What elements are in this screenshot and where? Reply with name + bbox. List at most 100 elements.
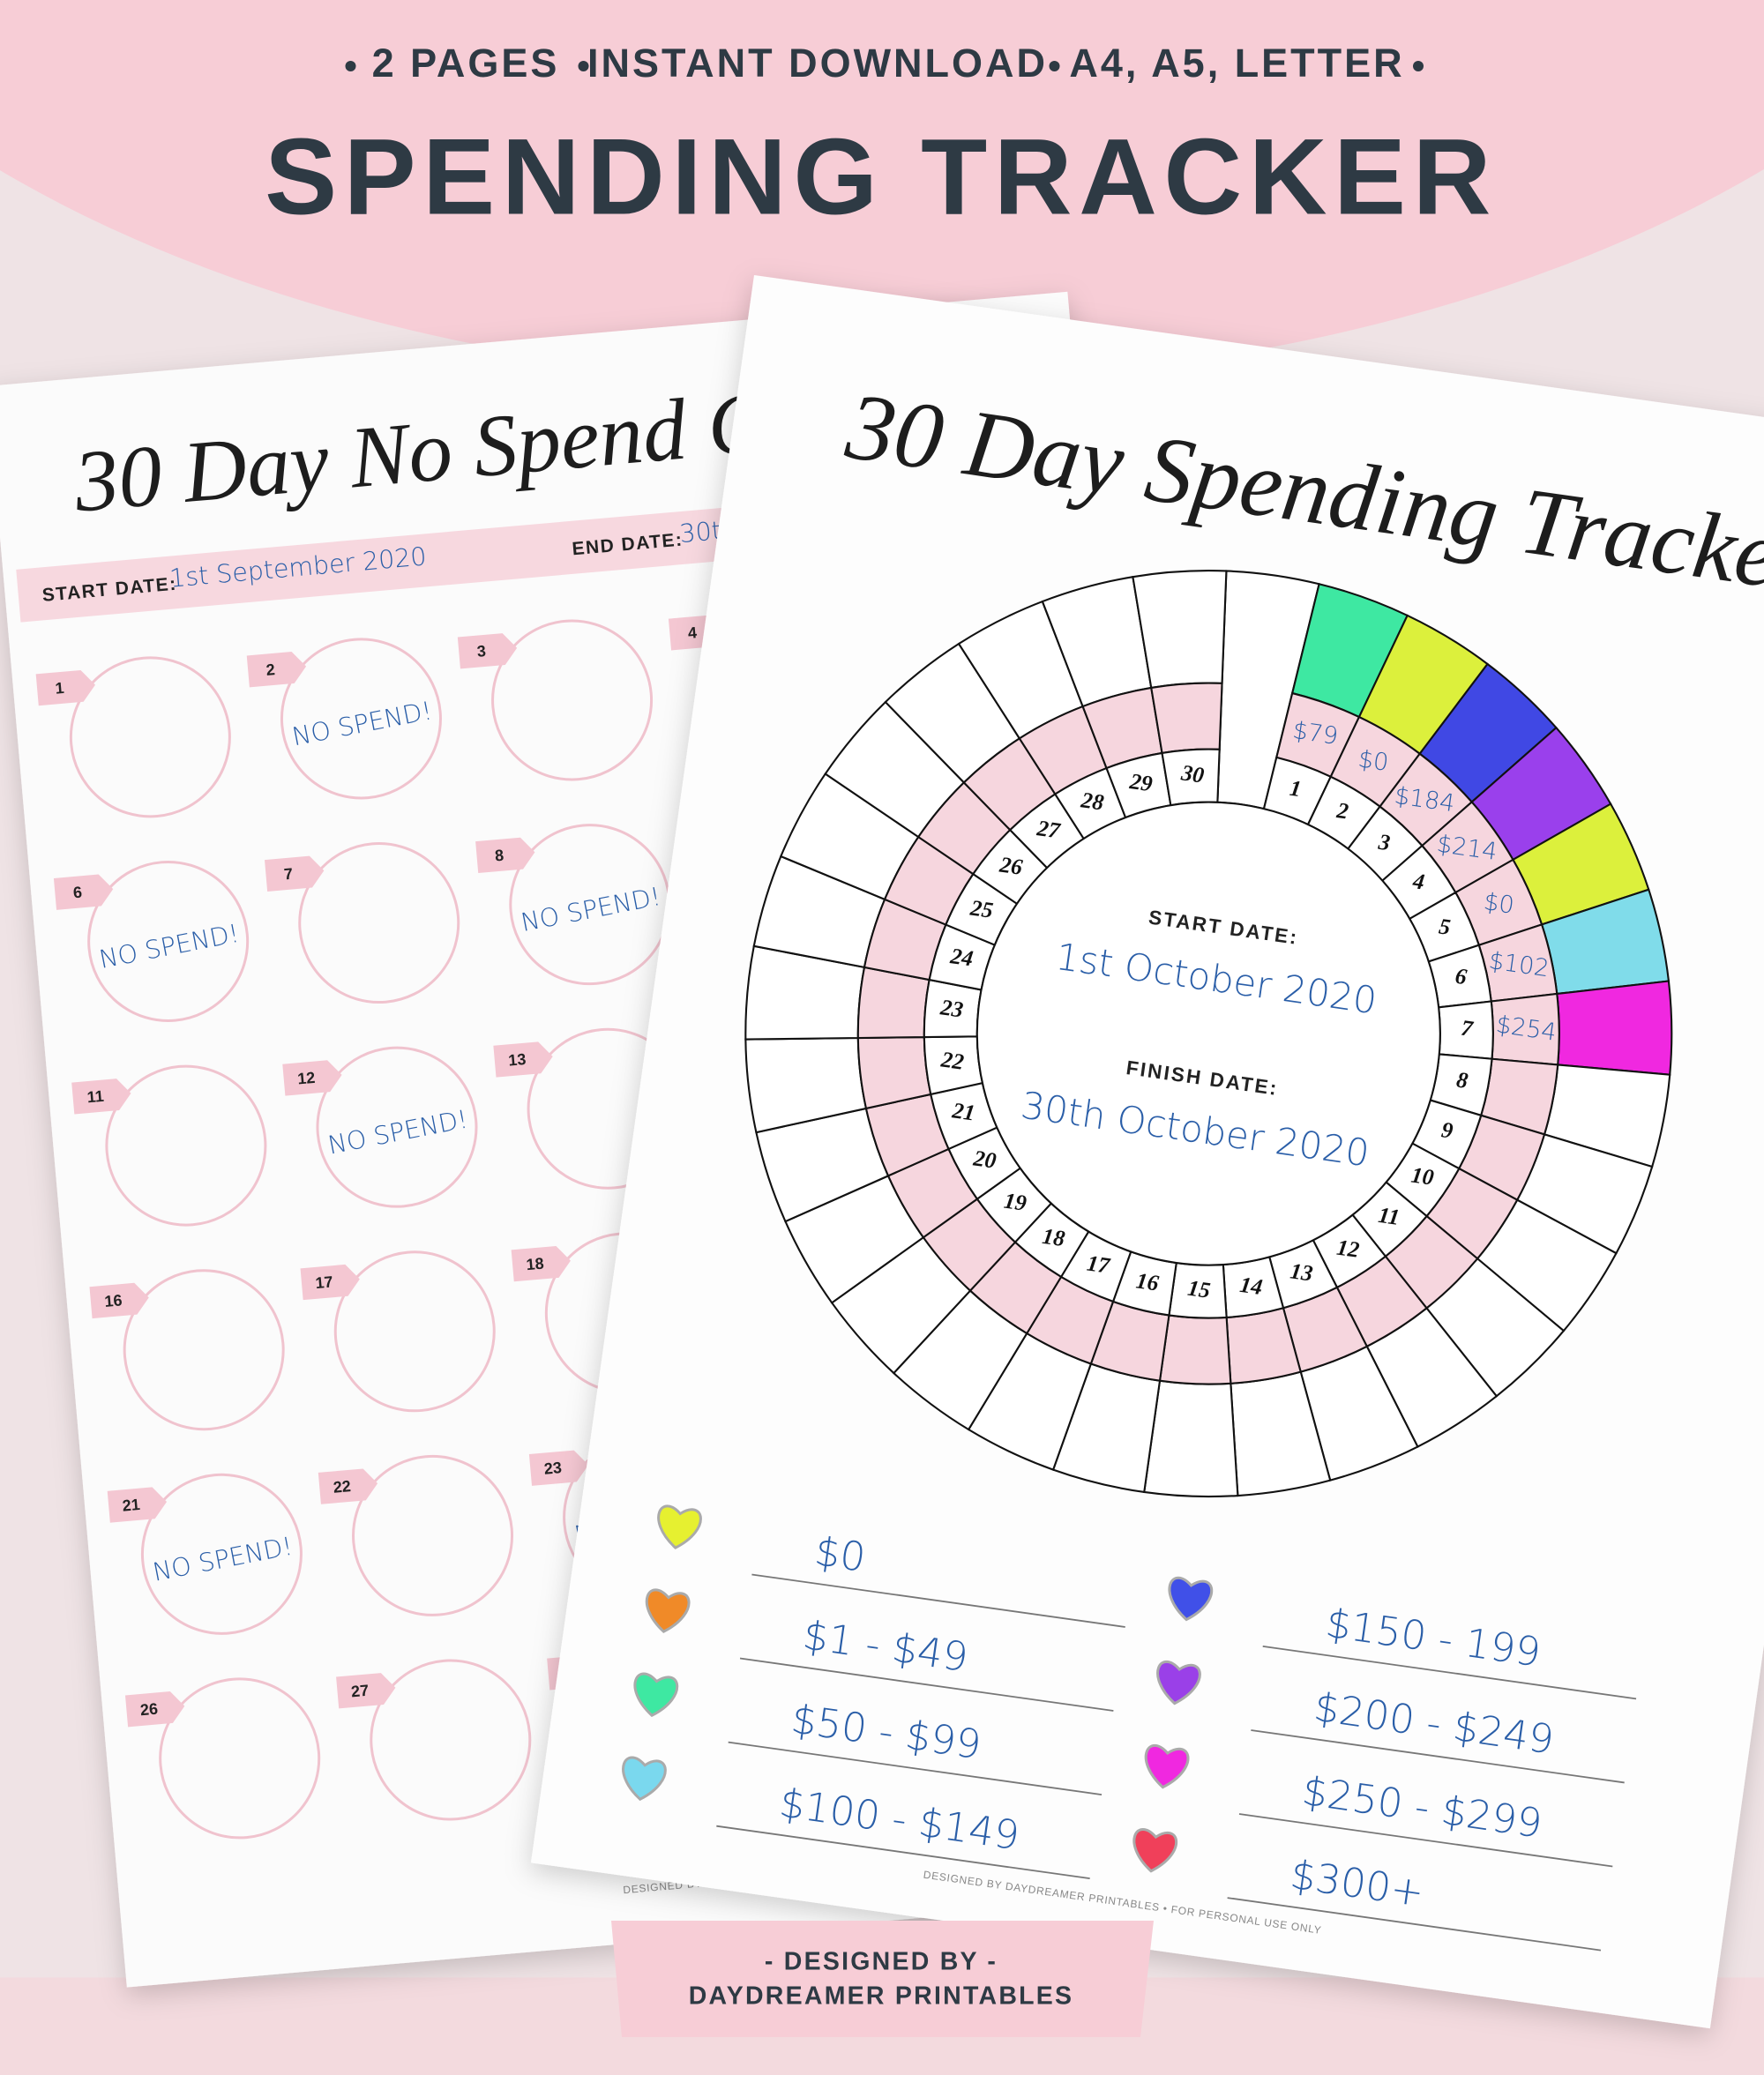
legend-line (728, 1741, 1102, 1795)
day-flag (246, 652, 307, 688)
day-number: 23 (543, 1459, 563, 1478)
day-circle (333, 1250, 496, 1413)
day-number: 5 (1438, 914, 1453, 941)
day-circle (316, 1046, 478, 1208)
legend-heart (645, 1588, 691, 1633)
day-number: 3 (1376, 829, 1392, 856)
day-number: 21 (122, 1496, 141, 1515)
day-number: 25 (968, 894, 996, 922)
day-flag (457, 633, 518, 669)
day-number: 18 (526, 1255, 545, 1274)
day-number: 16 (1134, 1267, 1161, 1295)
main-title: SPENDING TRACKER (265, 116, 1498, 237)
day-number: 9 (1440, 1116, 1455, 1144)
day-circle (280, 638, 442, 800)
day-number: 17 (1085, 1250, 1112, 1279)
badge-line2: DAYDREAMER PRINTABLES (689, 1982, 1074, 2011)
day-number: 29 (1127, 768, 1155, 796)
bullet (1049, 60, 1060, 71)
day-amount: $79 (1291, 717, 1340, 750)
day-number: 28 (1079, 787, 1106, 815)
day-number: 12 (296, 1069, 316, 1088)
day-number: 21 (950, 1097, 976, 1125)
day-number: 16 (104, 1291, 123, 1310)
day-amount: $0 (1482, 888, 1515, 919)
legend-line (1238, 1813, 1613, 1868)
legend-heart (657, 1504, 702, 1549)
day-circle (491, 619, 654, 781)
day-number: 7 (1460, 1015, 1476, 1042)
legend-line (1227, 1897, 1602, 1952)
day-flag (89, 1282, 149, 1319)
day-number: 20 (971, 1145, 998, 1173)
day-number: 1 (1289, 775, 1304, 802)
day-number: 6 (72, 884, 83, 902)
day-flag (300, 1264, 360, 1301)
pink-segment (856, 966, 931, 1040)
day-number: 26 (139, 1700, 159, 1720)
day-flag (475, 837, 535, 874)
day-number: 13 (508, 1050, 527, 1070)
day-number: 4 (1410, 868, 1426, 895)
day-circle (370, 1659, 532, 1821)
day-number: 1 (55, 679, 65, 698)
day-flag (282, 1060, 342, 1096)
badge (611, 1920, 1155, 2037)
day-number: 8 (494, 847, 505, 865)
day-flag (336, 1673, 396, 1709)
day-number: 10 (1409, 1161, 1436, 1190)
legend-heart (1144, 1743, 1190, 1789)
day-circle (69, 656, 231, 818)
day-amount: $0 (1357, 746, 1390, 777)
day-number: 30 (1179, 759, 1207, 787)
day-circle (159, 1677, 321, 1840)
inner-circle (975, 801, 1441, 1266)
day-number: 17 (315, 1273, 334, 1292)
legend-line (739, 1657, 1114, 1712)
day-number: 4 (687, 623, 698, 642)
day-flag (71, 1079, 131, 1115)
tag: 2 PAGES (372, 41, 560, 86)
legend-line (1262, 1645, 1637, 1700)
badge-line1: - DESIGNED BY - (765, 1948, 998, 1976)
header-shape (0, 0, 1764, 384)
day-number: 13 (1289, 1258, 1315, 1286)
tag: INSTANT DOWNLOAD (587, 41, 1048, 86)
day-flag (511, 1245, 571, 1282)
day-circle (87, 860, 250, 1022)
front-page: 30 Day Spending Tracker1$792$03$1844$214… (530, 274, 1764, 2029)
day-number: 22 (333, 1477, 352, 1497)
bullet (578, 60, 589, 71)
legend-line (751, 1573, 1125, 1628)
day-number: 19 (1002, 1188, 1028, 1216)
day-flag (265, 855, 325, 892)
legend-label: $0 (812, 1527, 869, 1580)
day-number: 14 (1238, 1272, 1264, 1300)
legend-heart (1156, 1660, 1201, 1706)
day-flag (35, 669, 95, 706)
day-number: 11 (1377, 1202, 1401, 1230)
day-number: 24 (948, 943, 975, 971)
day-number: 22 (938, 1046, 966, 1074)
bullet (345, 60, 356, 71)
day-number: 7 (283, 865, 294, 884)
day-circle (105, 1064, 267, 1227)
legend-heart (1132, 1828, 1178, 1873)
day-number: 6 (1454, 963, 1469, 990)
day-number: 8 (1455, 1067, 1470, 1094)
legend-heart (622, 1756, 667, 1802)
day-flag (318, 1468, 378, 1504)
day-circle (123, 1269, 285, 1431)
day-number: 15 (1186, 1275, 1213, 1303)
legend-heart (1168, 1576, 1214, 1622)
day-flag (53, 874, 114, 910)
tag: A4, A5, LETTER (1069, 41, 1404, 86)
day-number: 27 (350, 1682, 370, 1701)
legend-line (1251, 1729, 1625, 1784)
day-number: 26 (998, 851, 1025, 879)
day-flag (528, 1450, 589, 1486)
legend-line (716, 1825, 1090, 1880)
day-flag (124, 1691, 185, 1728)
